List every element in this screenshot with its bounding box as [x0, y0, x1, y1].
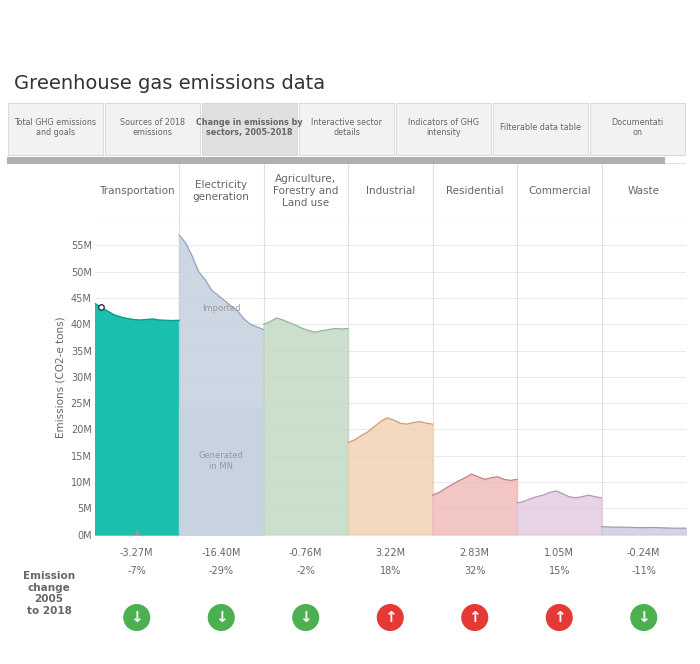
- FancyBboxPatch shape: [589, 103, 685, 155]
- Text: Emission
change
2005
to 2018: Emission change 2005 to 2018: [23, 571, 75, 616]
- FancyBboxPatch shape: [299, 103, 394, 155]
- Text: -3.27M: -3.27M: [120, 548, 153, 558]
- Text: 18%: 18%: [379, 566, 401, 576]
- Text: -29%: -29%: [209, 566, 234, 576]
- Text: Imported: Imported: [202, 304, 241, 313]
- Text: Waste: Waste: [628, 186, 659, 196]
- Text: -7%: -7%: [127, 566, 146, 576]
- Text: Interactive sector
details: Interactive sector details: [311, 118, 382, 137]
- Text: Total GHG emissions
and goals: Total GHG emissions and goals: [15, 118, 97, 137]
- Text: -0.24M: -0.24M: [627, 548, 661, 558]
- Text: Industrial: Industrial: [365, 186, 415, 196]
- Text: ↓: ↓: [130, 610, 143, 625]
- Text: 15%: 15%: [549, 566, 570, 576]
- Text: Residential: Residential: [446, 186, 503, 196]
- Text: ↓: ↓: [215, 610, 228, 625]
- Text: Generated
in MN: Generated in MN: [199, 452, 244, 471]
- Text: Commercial: Commercial: [528, 186, 591, 196]
- Text: Greenhouse gas emissions data: Greenhouse gas emissions data: [14, 74, 325, 92]
- Text: Electricity
generation: Electricity generation: [193, 180, 250, 202]
- Text: Indicators of GHG
intensity: Indicators of GHG intensity: [408, 118, 479, 137]
- FancyBboxPatch shape: [202, 103, 298, 155]
- Circle shape: [547, 605, 572, 630]
- Text: -2%: -2%: [296, 566, 315, 576]
- Text: 2.83M: 2.83M: [460, 548, 490, 558]
- FancyBboxPatch shape: [493, 103, 588, 155]
- Text: ↓: ↓: [638, 610, 650, 625]
- FancyBboxPatch shape: [8, 103, 104, 155]
- Text: Filterable data table: Filterable data table: [500, 124, 581, 132]
- Circle shape: [293, 605, 318, 630]
- Text: 3.22M: 3.22M: [375, 548, 405, 558]
- Y-axis label: Emissions (CO2-e tons): Emissions (CO2-e tons): [55, 316, 65, 438]
- Circle shape: [631, 605, 657, 630]
- Text: 1.05M: 1.05M: [545, 548, 574, 558]
- Text: ↑: ↑: [384, 610, 397, 625]
- Text: 32%: 32%: [464, 566, 486, 576]
- Text: -16.40M: -16.40M: [202, 548, 241, 558]
- Text: ↓: ↓: [300, 610, 312, 625]
- FancyBboxPatch shape: [105, 103, 200, 155]
- Text: ↑: ↑: [553, 610, 566, 625]
- Text: -11%: -11%: [631, 566, 656, 576]
- Text: Transportation: Transportation: [99, 186, 174, 196]
- Circle shape: [124, 605, 150, 630]
- FancyBboxPatch shape: [395, 103, 491, 155]
- Text: Change in emissions by
sectors, 2005-2018: Change in emissions by sectors, 2005-201…: [196, 118, 303, 137]
- FancyBboxPatch shape: [7, 157, 665, 164]
- Circle shape: [462, 605, 488, 630]
- Text: ↑: ↑: [468, 610, 481, 625]
- Circle shape: [209, 605, 234, 630]
- Text: Agriculture,
Forestry and
Land use: Agriculture, Forestry and Land use: [273, 175, 338, 208]
- Text: Sources of 2018
emissions: Sources of 2018 emissions: [120, 118, 185, 137]
- Circle shape: [377, 605, 403, 630]
- Text: Documentati
on: Documentati on: [611, 118, 664, 137]
- Text: -0.76M: -0.76M: [289, 548, 323, 558]
